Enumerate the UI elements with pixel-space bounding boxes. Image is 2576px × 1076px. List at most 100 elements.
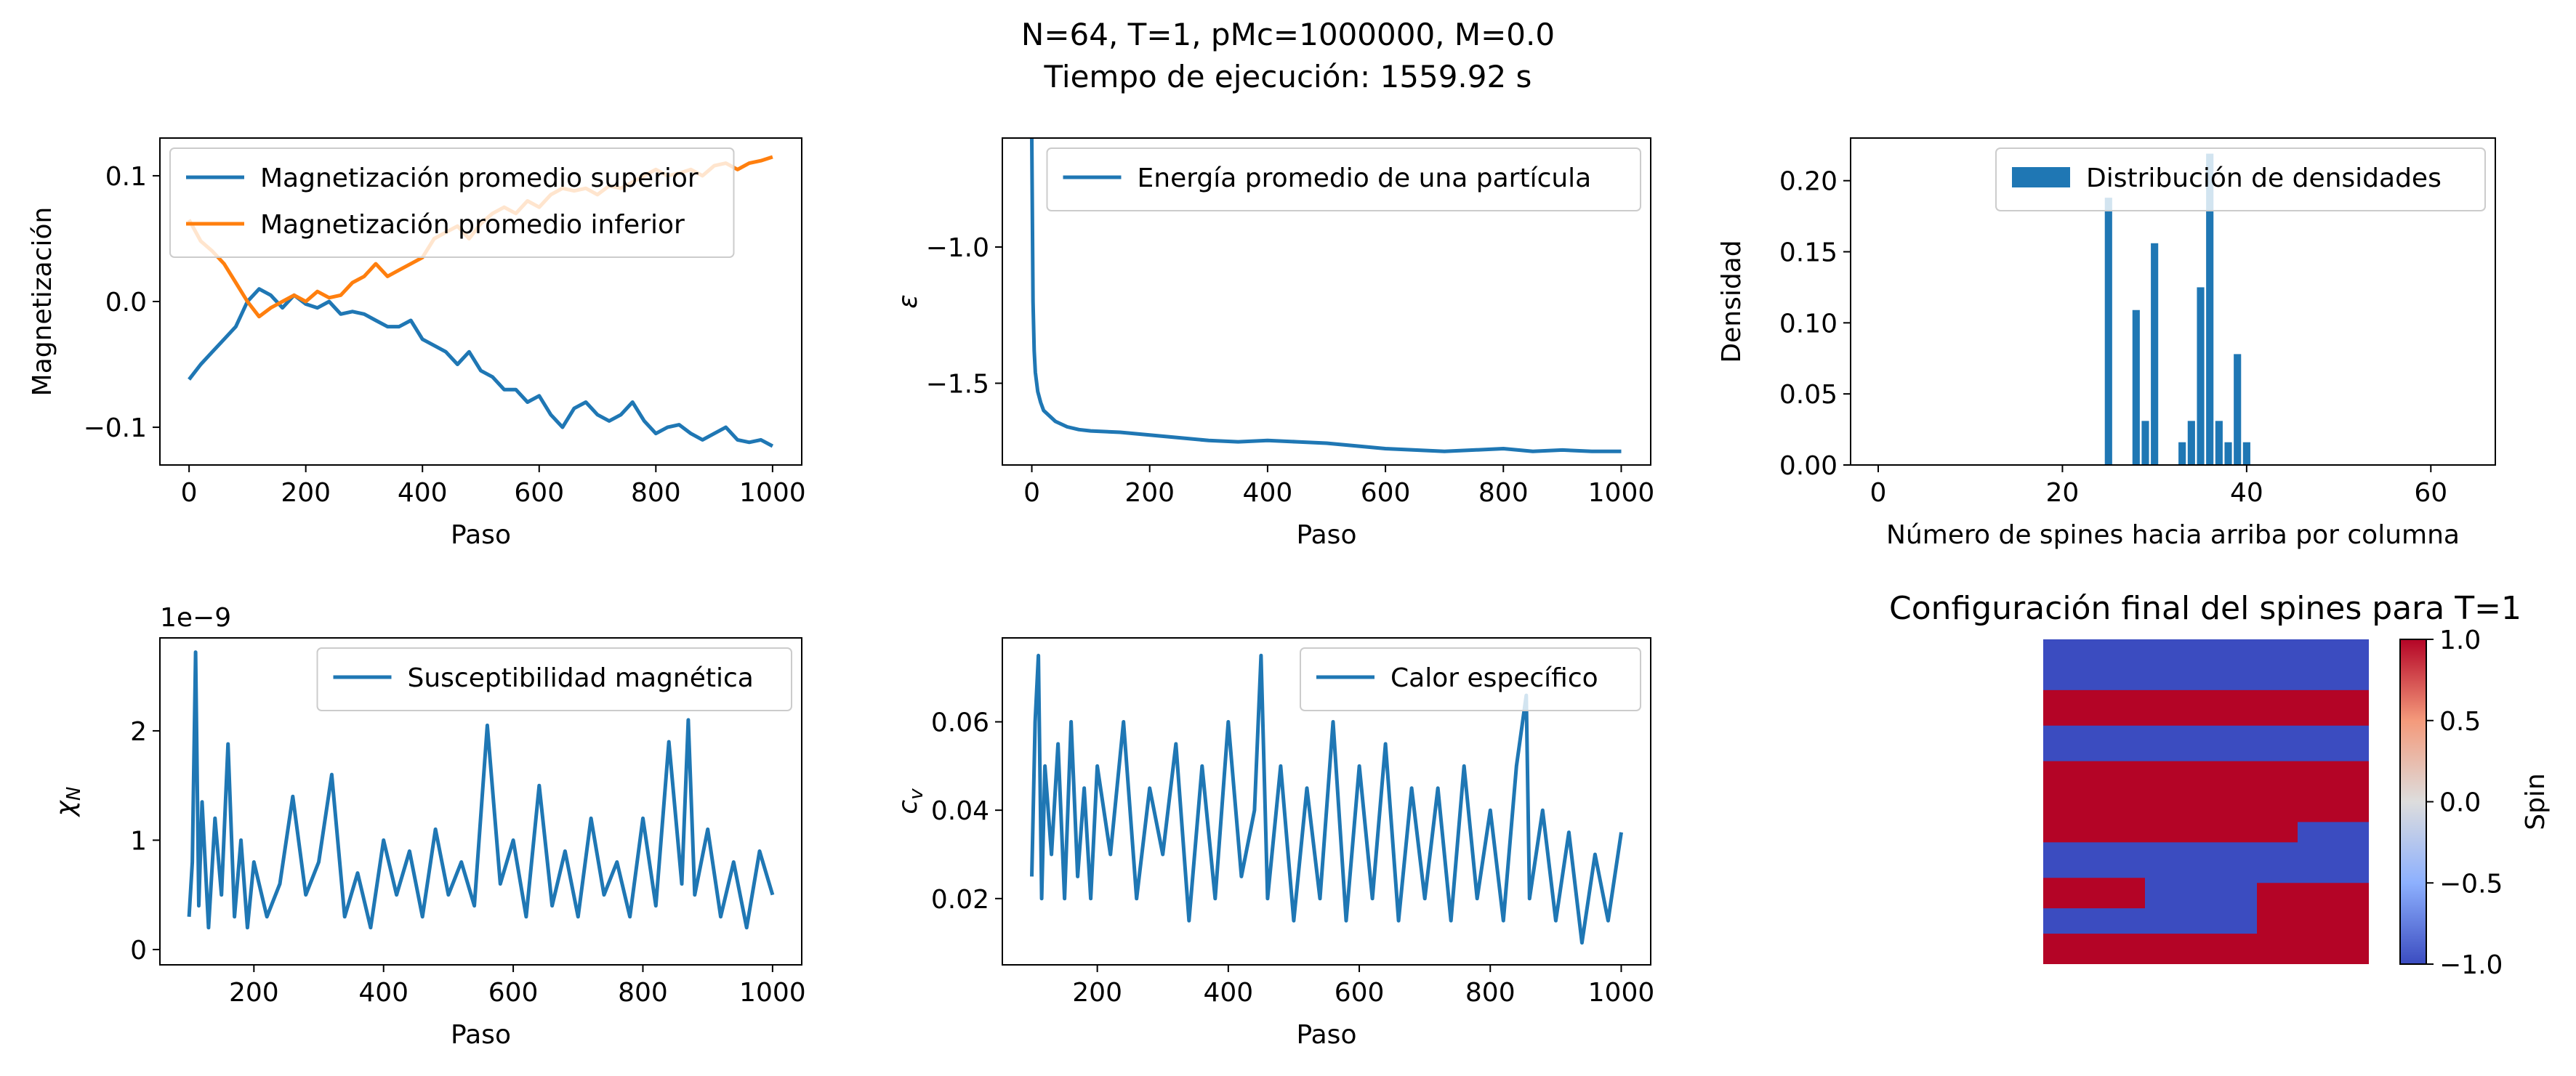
legend-box bbox=[169, 147, 735, 258]
legend-entry: Calor específico bbox=[1390, 663, 1598, 693]
x-tick-label: 600 bbox=[488, 978, 539, 1008]
x-tick-label: 200 bbox=[1072, 978, 1122, 1008]
y-tick-label: 0.15 bbox=[1779, 238, 1838, 268]
colorbar-tick-label: 0.0 bbox=[2439, 788, 2481, 818]
plot-area bbox=[1030, 138, 1622, 453]
heatmap-title: Configuración final del spines para T=1 bbox=[1889, 590, 2521, 627]
y-tick-label: 0.20 bbox=[1779, 167, 1838, 197]
y-offset-text: 1e−9 bbox=[160, 603, 231, 633]
x-axis-label: Número de spines hacia arriba por column… bbox=[1886, 520, 2460, 550]
chart-magnetization: 0 200 400 600 800 1000 −0.1 0.0 0.1 Paso Magnetiza… bbox=[28, 137, 806, 550]
colorbar-label: Spin bbox=[2521, 773, 2551, 830]
x-tick-label: 40 bbox=[2230, 478, 2263, 508]
chart-specific_heat: 200 400 600 800 1000 0.02 0.04 0.06 Paso cv Calor … bbox=[893, 637, 1654, 1050]
series-line-0 bbox=[188, 287, 774, 448]
plot-area bbox=[187, 650, 775, 930]
legend: Energía promedio de una partícula bbox=[1046, 147, 1641, 211]
bar bbox=[2178, 442, 2186, 465]
axes-frame bbox=[159, 637, 802, 966]
x-tick-label: 200 bbox=[1124, 478, 1175, 508]
x-tick-label: 1000 bbox=[739, 478, 806, 508]
legend-box bbox=[1995, 147, 2486, 211]
x-axis-label: Paso bbox=[451, 520, 511, 550]
legend-box bbox=[1046, 147, 1641, 211]
spin-up-region bbox=[2043, 689, 2369, 726]
y-label-main: χ bbox=[51, 799, 81, 817]
axes-frame bbox=[1850, 137, 2496, 466]
chart-density: 0 20 40 60 0.00 0.05 0.10 0.15 0.20 Número de spi… bbox=[1717, 137, 2496, 550]
legend-entry: Distribución de densidades bbox=[2086, 163, 2442, 193]
x-tick-label: 200 bbox=[229, 978, 279, 1008]
x-axis-label: Paso bbox=[1297, 520, 1357, 550]
x-tick-label: 400 bbox=[1243, 478, 1293, 508]
colorbar-tick-label: 0.5 bbox=[2439, 707, 2481, 737]
colorbar-tick-label: −1.0 bbox=[2439, 950, 2503, 980]
x-axis-label: Paso bbox=[451, 1020, 511, 1050]
chart-energy: 0 200 400 600 800 1000 −1.5 −1.0 Paso ε Energía pr… bbox=[893, 137, 1654, 550]
spin-up-region bbox=[2043, 878, 2145, 909]
legend-swatch bbox=[2012, 167, 2070, 187]
y-tick-label: 0.04 bbox=[931, 796, 989, 826]
y-axis-label: cv bbox=[893, 788, 927, 814]
y-tick-label: 1 bbox=[130, 826, 147, 856]
y-tick-label: 0.02 bbox=[931, 885, 989, 915]
bar bbox=[2224, 442, 2232, 465]
legend-entry: Energía promedio de una partícula bbox=[1138, 163, 1592, 193]
bar bbox=[2151, 243, 2159, 465]
colorbar-tick-label: −0.5 bbox=[2439, 869, 2503, 899]
x-tick-label: 0 bbox=[181, 478, 198, 508]
spin-up-region bbox=[2043, 934, 2369, 964]
x-tick-label: 20 bbox=[2046, 478, 2080, 508]
series-line-0 bbox=[1030, 138, 1622, 453]
bar bbox=[2197, 287, 2205, 465]
y-tick-label: −1.5 bbox=[926, 370, 989, 400]
x-tick-label: 400 bbox=[358, 978, 408, 1008]
y-tick-label: 0.10 bbox=[1779, 309, 1838, 339]
x-tick-label: 400 bbox=[1203, 978, 1253, 1008]
x-tick-label: 800 bbox=[631, 478, 681, 508]
legend-box bbox=[1300, 647, 1641, 711]
y-tick-label: 0.06 bbox=[931, 708, 989, 738]
x-tick-label: 800 bbox=[1465, 978, 1516, 1008]
x-tick-label: 600 bbox=[1361, 478, 1411, 508]
colorbar bbox=[2399, 639, 2427, 965]
x-tick-label: 400 bbox=[398, 478, 448, 508]
y-axis-label: χN bbox=[51, 787, 85, 818]
legend-entry: Magnetización promedio superior bbox=[260, 163, 699, 193]
bar bbox=[2132, 310, 2140, 465]
y-axis-label: Magnetización bbox=[28, 207, 57, 397]
y-tick-label: 2 bbox=[130, 717, 147, 747]
x-tick-label: 800 bbox=[1478, 478, 1529, 508]
plot-area bbox=[1030, 653, 1623, 945]
x-tick-label: 0 bbox=[1023, 478, 1040, 508]
legend-entry: Magnetización promedio inferior bbox=[260, 210, 685, 240]
x-tick-label: 1000 bbox=[739, 978, 806, 1008]
legend: Calor específico bbox=[1300, 647, 1641, 711]
x-axis-label: Paso bbox=[1297, 1020, 1357, 1050]
y-label-sub: v bbox=[906, 788, 927, 800]
bar bbox=[2234, 354, 2242, 465]
x-tick-label: 600 bbox=[1335, 978, 1385, 1008]
figure-title-line2: Tiempo de ejecución: 1559.92 s bbox=[1044, 59, 1532, 94]
y-label-sub: N bbox=[63, 787, 85, 801]
axes-frame bbox=[1002, 637, 1651, 966]
bar bbox=[2141, 421, 2149, 465]
bar bbox=[2206, 153, 2214, 465]
x-tick-label: 800 bbox=[618, 978, 668, 1008]
y-tick-label: 0.0 bbox=[105, 288, 147, 317]
series-line-0 bbox=[187, 650, 775, 930]
bar bbox=[2215, 421, 2223, 465]
figure-title-line1: N=64, T=1, pMc=1000000, M=0.0 bbox=[1021, 17, 1555, 52]
panels: 0 200 400 600 800 1000−0.10.00.1PasoMagnetiza… bbox=[28, 137, 2551, 1050]
bar bbox=[2242, 442, 2250, 465]
axes-frame bbox=[1002, 137, 1651, 466]
y-axis-label: Densidad bbox=[1717, 240, 1747, 363]
chart-spin-config: Configuración final del spines para T=1 −… bbox=[1889, 590, 2551, 980]
x-tick-label: 60 bbox=[2414, 478, 2447, 508]
bar bbox=[2104, 198, 2112, 465]
y-tick-label: 0.1 bbox=[105, 162, 147, 192]
x-tick-label: 0 bbox=[1870, 478, 1887, 508]
y-tick-label: −0.1 bbox=[84, 413, 147, 443]
legend: Susceptibilidad magnética bbox=[316, 647, 792, 711]
